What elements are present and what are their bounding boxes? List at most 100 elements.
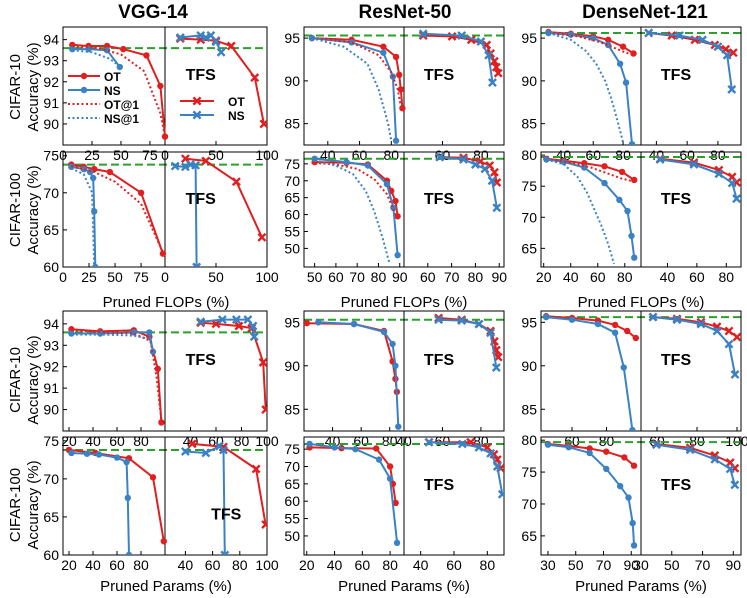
series-ot-line (192, 442, 267, 525)
series-otat1-line (548, 32, 634, 57)
x-tick-label: 80 (382, 557, 398, 573)
series-ns-line (72, 48, 121, 68)
series-ot-point (603, 448, 610, 455)
x-tick-label: 80 (615, 147, 631, 163)
series-ot-point (261, 520, 267, 529)
series-ot-line (180, 37, 265, 125)
series-ot-line (309, 446, 397, 504)
x-tick-label: 40 (178, 557, 194, 573)
series-ns-point (603, 465, 610, 473)
series-ot-point (259, 119, 267, 129)
y-tick-label: 85 (521, 116, 537, 132)
series-ns-point (474, 442, 484, 452)
y-tick-label: 95 (284, 30, 300, 46)
series-ot-point (621, 454, 628, 461)
series-ns-line (71, 452, 130, 555)
y-tick-label: 92 (43, 74, 59, 90)
series-ot-point (257, 232, 267, 242)
xlabel-params-vgg: Pruned Params (%) (100, 578, 232, 595)
tfs-label: TFS (661, 477, 692, 494)
series-ns-point (123, 458, 130, 466)
legend-left-label: NS (104, 84, 121, 98)
series-group-right (644, 28, 738, 94)
x-tick-label: 80 (719, 269, 735, 285)
series-ns-point (488, 78, 497, 88)
series-ns-point (648, 312, 658, 322)
series-ns-point (392, 137, 400, 144)
y-tick-label: 50 (284, 528, 300, 544)
series-ns-point (629, 519, 636, 527)
y-tick-label: 70 (521, 496, 537, 512)
row-label-2: CIFAR-10 (7, 347, 24, 413)
legend-left-marker (80, 72, 88, 80)
series-ot-point (604, 36, 612, 44)
y-tick-label: 91 (43, 380, 59, 396)
panel-r1-c2: 65 70 75 80 20 40 60 80 40 60 80 TFS (521, 147, 742, 285)
legend-left-marker (80, 86, 88, 94)
column-title-resnet50: ResNet-50 (359, 2, 452, 23)
series-ot-point (149, 474, 157, 481)
series-group-right (435, 152, 502, 213)
row-label-3: CIFAR-100 (7, 468, 24, 542)
series-ns-point (616, 196, 623, 204)
x-tick-label: 40 (327, 557, 343, 573)
y-tick-label: 60 (284, 493, 300, 509)
series-ns-point (492, 203, 502, 213)
series-ns-point (713, 42, 723, 52)
series-ns-point (191, 160, 201, 170)
x-tick-label: 90 (726, 557, 742, 573)
series-ns-point (696, 319, 706, 329)
series-ns-line (71, 165, 97, 267)
series-ns-point (86, 168, 94, 176)
series-ot-point (211, 319, 221, 329)
series-ot-point (397, 86, 405, 93)
series-group-left (542, 313, 640, 431)
series-group-right (175, 30, 267, 129)
legend-right-marker (192, 110, 202, 120)
x-tick-label: 60 (585, 147, 601, 163)
series-ns-point (625, 494, 632, 501)
series-ns-line (648, 32, 733, 90)
series-group-right (651, 439, 740, 490)
series-ns-point (175, 33, 185, 42)
series-ot-point (106, 168, 114, 176)
series-ot-line (71, 163, 164, 254)
panel-r1-c0: 60 65 70 75 0 25 50 75 0 50 100 TFS (43, 148, 278, 285)
x-tick-label: 80 (232, 557, 248, 573)
series-ns-point (113, 454, 121, 461)
series-ns-point (220, 550, 230, 555)
series-ns-point (392, 362, 399, 369)
series-ns-point (196, 317, 206, 327)
x-tick-label: 40 (85, 557, 101, 573)
y-tick-label: 75 (284, 441, 300, 457)
series-ns-line (652, 316, 736, 375)
x-tick-label: 70 (444, 269, 460, 285)
series-ns-point (343, 158, 350, 166)
series-ns-point (457, 31, 467, 40)
x-tick-label: 70 (695, 557, 711, 573)
y-tick-label: 55 (284, 511, 300, 527)
series-ns-point (567, 31, 575, 38)
series-ns-point (590, 34, 597, 42)
series-ns-point (712, 326, 722, 336)
series-ot-line (311, 37, 404, 109)
y-tick-label: 70 (284, 459, 300, 475)
series-group-left (545, 28, 637, 145)
series-ns-point (730, 480, 740, 490)
series-ot-point (373, 445, 380, 452)
series-ns-point (116, 63, 123, 71)
y-tick-label: 93 (43, 53, 59, 69)
row-ylabel-1: Accuracy (%) (25, 165, 42, 254)
series-ns-point (386, 475, 394, 482)
series-ns-point (568, 316, 576, 323)
x-tick-label: 80 (468, 269, 484, 285)
series-group-left (311, 155, 401, 263)
tfs-label: TFS (186, 352, 217, 369)
series-ns-point (487, 176, 497, 186)
tfs-label: TFS (424, 352, 455, 369)
series-group-right (648, 312, 741, 379)
series-ns-point (201, 448, 211, 458)
series-ot-line (314, 161, 399, 217)
